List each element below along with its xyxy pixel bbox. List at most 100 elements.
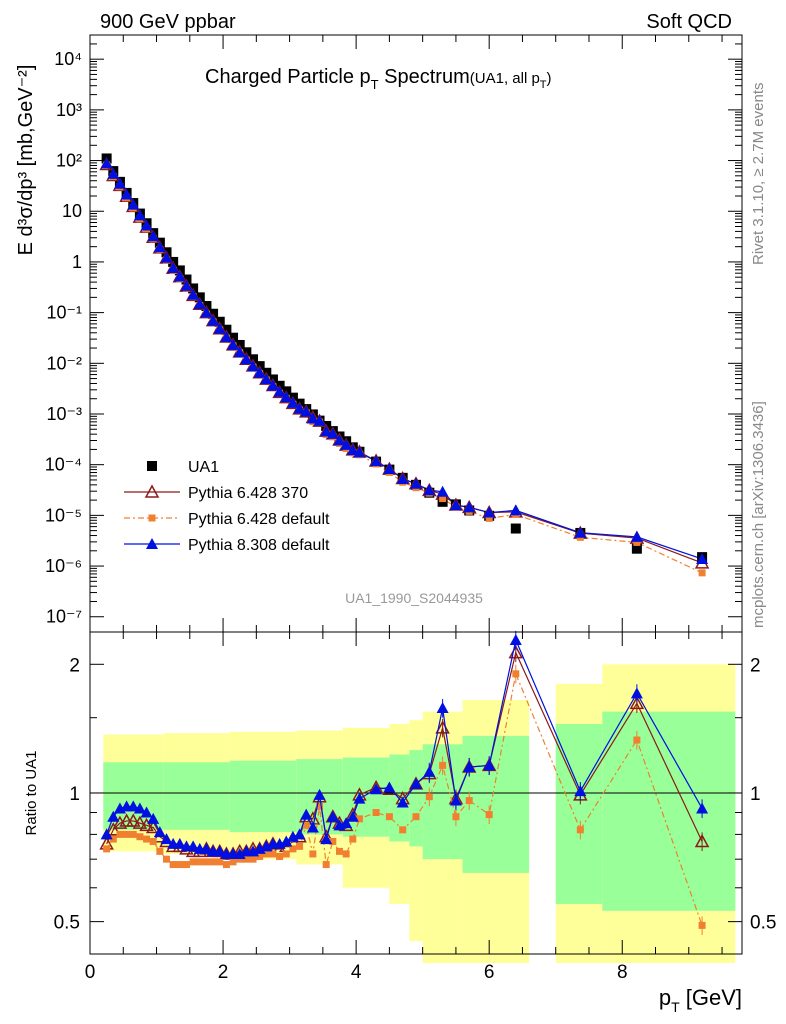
ratio-point-py6_def [372,809,380,817]
inner-band [555,723,603,904]
ratio-y-label-left: 0.5 [54,913,80,934]
main-point-py8 [396,472,409,484]
legend-marker-py6_def [148,514,156,522]
main-point-py8 [220,330,233,342]
main-point-py8 [370,455,383,467]
ratio-point-py6_def [256,853,264,861]
ratio-point-py6_def [335,847,343,855]
ratio-point-py6_def [485,811,493,819]
main-point-py8 [140,219,153,231]
main-point-py8 [449,499,462,511]
ratio-point-py6_def [576,826,584,834]
ratio-point-py6_def [399,826,407,834]
ratio-point-py6_def [222,861,230,869]
ratio-y-label-right: 2 [750,655,761,676]
main-point-py8 [247,360,259,372]
ratio-point-py8 [293,828,306,840]
ratio-point-py6_def [129,830,137,838]
y-tick-label: 10⁻¹ [46,303,82,323]
main-point-py6_def [485,514,493,522]
main-line-py6_370 [106,164,703,564]
legend-label-py6_def: Pythia 6.428 default [188,511,330,528]
main-point-py8 [423,484,436,496]
ratio-point-py8 [187,840,200,852]
ratio-point-py6_def [698,921,706,929]
main-point-py8 [346,444,359,456]
header-right: Soft QCD [646,11,732,33]
y-tick-label: 10⁻⁵ [45,505,82,525]
main-point-py8 [574,526,587,538]
ratio-point-py6_370 [694,833,710,848]
y-tick-label: 10⁻⁶ [45,556,82,576]
ratio-point-py8 [463,761,476,773]
analysis-label: UA1_1990_S2044935 [345,590,483,606]
main-point-py8 [483,506,496,518]
main-point-py8 [273,385,286,397]
x-tick-label: 6 [484,962,495,983]
y-tick-label: 10 [62,201,82,221]
ratio-point-py6_def [302,821,310,829]
ratio-point-py6_def [149,837,157,845]
ratio-point-py6_def [342,850,350,858]
ratio-point-py6_def [189,858,197,866]
main-point-py8 [180,279,193,291]
ratio-point-py6_def [209,858,217,866]
inner-band [602,711,736,911]
main-point-data [631,543,642,554]
ratio-y-label-right: 1 [750,784,761,805]
main-point-py8 [107,167,120,179]
main-point-py8 [320,425,333,437]
title-small: (UA1, all p [470,70,540,87]
xlabel-unit: [GeV] [680,985,742,1010]
ratio-point-py6_def [156,847,164,855]
ratio-point-py8 [353,792,366,804]
ratio-point-py8 [436,702,449,714]
main-point-py8 [133,209,146,221]
x-tick-label: 8 [617,962,628,983]
inner-band [409,750,423,847]
legend: UA1 Pythia 6.428 370 Pythia 6.428 default P… [124,459,330,554]
ratio-point-py6_def [296,842,304,850]
ratio-point-py6_def [355,815,363,823]
title-small-sub: T [540,79,547,91]
ratio-point-py8 [160,833,173,845]
inner-band [462,735,530,873]
ratio-point-py6_def [109,835,117,843]
header-left: 900 GeV ppbar [100,11,236,33]
title-small-end: ) [547,70,552,87]
ratio-point-py6_370 [106,822,121,836]
ratio-point-py8 [410,777,422,789]
main-point-py8 [120,188,133,200]
main-point-py8 [193,297,206,309]
ratio-point-py6_def [452,813,460,821]
ratio-point-py6_def [276,853,284,861]
main-point-py6_def [698,569,706,577]
main-point-py8 [113,177,126,189]
inner-band [163,762,230,830]
y-tick-label: 10⁻³ [46,404,82,424]
ratio-point-py6_def [282,850,290,858]
main-point-py8 [266,379,279,391]
ratio-point-py8 [346,810,359,822]
main-point-py8 [200,306,213,318]
legend-label-data: UA1 [188,459,219,476]
ratio-point-py8 [213,845,226,857]
main-point-py8 [410,477,422,489]
ratio-point-py8 [326,810,339,822]
ratio-point-py6_def [229,858,237,866]
main-panel: 10⁻⁷ 10⁻⁶ 10⁻⁵ 10⁻⁴ 10⁻³ 10⁻² 10⁻¹ 1 10 10² 10³ 10⁴… [15,34,743,633]
main-point-py8 [463,501,476,513]
x-tick-label: 2 [218,962,229,983]
ratio-point-py6_def [309,850,317,858]
ratio-point-py8 [630,687,643,699]
ratio-point-py8 [100,828,113,840]
inner-band [229,760,297,833]
ratio-point-py8 [370,783,383,795]
y-tick-label: 10⁻² [46,353,82,373]
ratio-point-py8 [449,794,462,806]
main-point-py8 [630,530,643,542]
inner-band [342,757,390,837]
ratio-series-layer [99,630,710,935]
rivet-label: Rivet 3.1.10, ≥ 2.7M events [750,83,767,266]
